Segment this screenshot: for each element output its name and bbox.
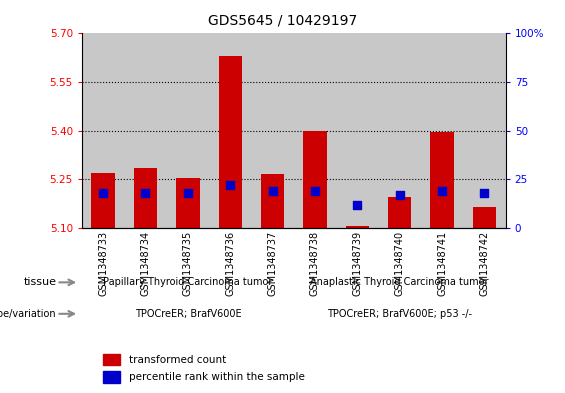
Text: Anaplastic Thyroid Carcinoma tumor: Anaplastic Thyroid Carcinoma tumor xyxy=(311,277,489,287)
Point xyxy=(437,188,446,194)
Bar xyxy=(124,33,167,228)
Bar xyxy=(219,56,242,228)
Point xyxy=(183,190,192,196)
Bar xyxy=(176,178,199,228)
Text: TPOCreER; BrafV600E; p53 -/-: TPOCreER; BrafV600E; p53 -/- xyxy=(327,309,472,319)
Bar xyxy=(103,354,120,365)
Text: tissue: tissue xyxy=(24,277,56,287)
Point xyxy=(353,202,362,208)
Point xyxy=(268,188,277,194)
Text: GDS5645 / 10429197: GDS5645 / 10429197 xyxy=(208,14,357,28)
Bar xyxy=(336,33,379,228)
Point xyxy=(396,192,405,198)
Bar xyxy=(379,33,421,228)
Point xyxy=(311,188,320,194)
Bar xyxy=(473,207,496,228)
Text: TPOCreER; BrafV600E: TPOCreER; BrafV600E xyxy=(134,309,241,319)
Bar xyxy=(463,33,506,228)
Bar xyxy=(261,174,284,228)
Bar xyxy=(431,132,454,228)
Text: percentile rank within the sample: percentile rank within the sample xyxy=(128,372,305,382)
Point xyxy=(226,182,235,188)
Point xyxy=(141,190,150,196)
Bar xyxy=(134,168,157,228)
Bar xyxy=(388,197,411,228)
Bar xyxy=(209,33,251,228)
Bar xyxy=(82,33,124,228)
Point xyxy=(480,190,489,196)
Bar xyxy=(103,371,120,383)
Bar xyxy=(346,226,369,228)
Bar xyxy=(421,33,463,228)
Bar xyxy=(92,173,115,228)
Bar xyxy=(294,33,336,228)
Bar xyxy=(167,33,209,228)
Text: transformed count: transformed count xyxy=(128,354,226,365)
Text: Papillary Thyroid Carcinoma tumor: Papillary Thyroid Carcinoma tumor xyxy=(103,277,272,287)
Bar xyxy=(251,33,294,228)
Point xyxy=(98,190,107,196)
Bar xyxy=(303,130,327,228)
Text: genotype/variation: genotype/variation xyxy=(0,309,56,319)
